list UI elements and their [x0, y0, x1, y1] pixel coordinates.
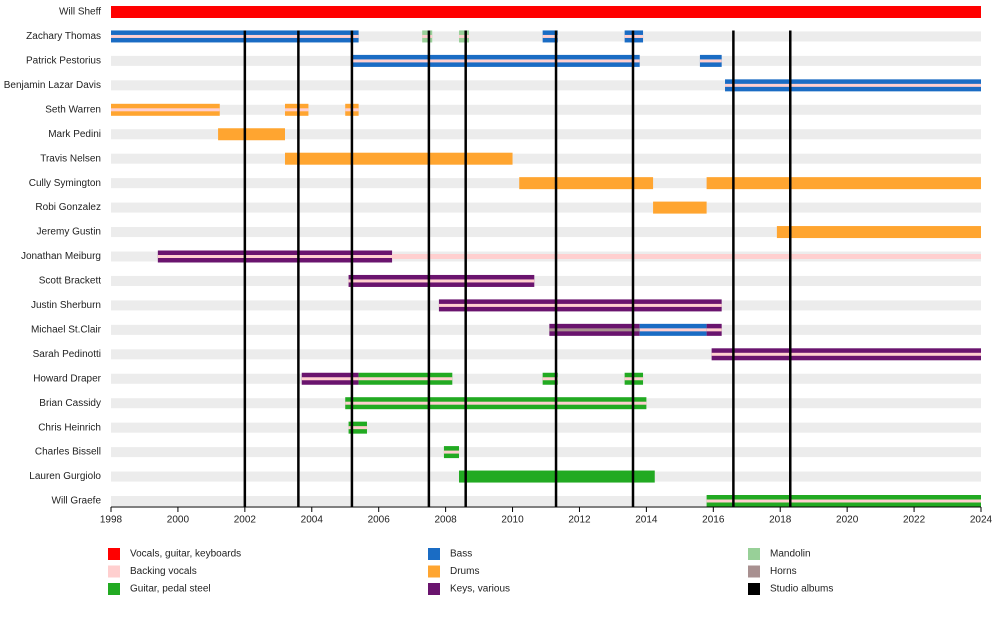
- bar-stripe: [348, 426, 367, 430]
- member-name: Robi Gonzalez: [35, 202, 101, 213]
- bar-stripe: [438, 303, 722, 307]
- member-name: Chris Heinrich: [38, 422, 101, 433]
- bar-stripe: [725, 83, 981, 87]
- row-band: [111, 202, 981, 213]
- member-name: Travis Nelsen: [40, 153, 101, 164]
- bar-stripe: [549, 328, 640, 332]
- bar-stripe: [542, 377, 558, 381]
- legend-swatch: [748, 548, 760, 560]
- bar-stripe: [711, 352, 981, 356]
- legend-label: Horns: [770, 566, 797, 577]
- member-name: Mark Pedini: [48, 129, 101, 140]
- bar-stripe: [706, 499, 981, 503]
- legend-label: Bass: [450, 549, 472, 560]
- x-tick-label: 2014: [635, 515, 658, 526]
- legend-swatch: [428, 565, 440, 578]
- x-tick-label: 2024: [970, 515, 993, 526]
- row-band: [111, 153, 981, 164]
- x-tick-label: 2004: [301, 515, 324, 526]
- member-name: Justin Sherburn: [31, 300, 101, 311]
- member-name: Zachary Thomas: [26, 31, 101, 42]
- member-name: Cully Symington: [29, 178, 101, 189]
- bar-stripe: [639, 328, 707, 332]
- member-bar: [285, 152, 513, 165]
- x-tick-label: 2020: [836, 515, 859, 526]
- legend-label: Guitar, pedal steel: [130, 584, 211, 595]
- x-tick-label: 2022: [903, 515, 926, 526]
- legend-swatch: [108, 565, 120, 578]
- member-name: Jonathan Meiburg: [21, 251, 101, 262]
- x-tick-label: 2010: [501, 515, 524, 526]
- member-bar: [519, 177, 654, 190]
- x-tick-label: 2006: [368, 515, 391, 526]
- member-name: Jeremy Gustin: [37, 227, 101, 238]
- x-tick-label: 1998: [100, 515, 123, 526]
- legend-swatch: [108, 548, 120, 560]
- x-tick-label: 2018: [769, 515, 792, 526]
- bar-stripe: [111, 108, 220, 112]
- member-name: Charles Bissell: [35, 447, 101, 458]
- x-tick-label: 2000: [167, 515, 190, 526]
- member-bar: [218, 128, 285, 141]
- legend-label: Vocals, guitar, keyboards: [130, 549, 241, 560]
- member-name: Benjamin Lazar Davis: [4, 80, 101, 91]
- member-name: Howard Draper: [33, 373, 101, 384]
- member-name: Scott Brackett: [39, 276, 101, 287]
- legend-label: Drums: [450, 566, 479, 577]
- bar-stripe: [157, 255, 393, 258]
- row-band: [111, 104, 981, 115]
- legend-swatch: [748, 565, 760, 578]
- x-tick-label: 2002: [234, 515, 257, 526]
- x-tick-label: 2008: [434, 515, 457, 526]
- member-bar: [776, 226, 981, 239]
- member-name: Brian Cassidy: [39, 398, 101, 409]
- row-band: [111, 275, 981, 286]
- legend-label: Mandolin: [770, 549, 811, 560]
- x-tick-label: 2016: [702, 515, 725, 526]
- member-name: Will Graefe: [52, 496, 102, 507]
- member-bar: [392, 254, 982, 259]
- member-bar: [111, 6, 981, 18]
- member-name: Sarah Pedinotti: [33, 349, 101, 360]
- bar-stripe: [699, 59, 722, 63]
- legend-label: Studio albums: [770, 584, 833, 595]
- bar-stripe: [459, 34, 470, 38]
- row-band: [111, 129, 981, 140]
- row-band: [111, 349, 981, 360]
- member-name: Patrick Pestorius: [26, 56, 101, 67]
- row-band: [111, 227, 981, 238]
- member-name: Lauren Gurgiolo: [29, 471, 101, 482]
- legend-swatch: [108, 583, 120, 595]
- row-band: [111, 422, 981, 433]
- bar-stripe: [358, 377, 453, 381]
- bar-stripe: [345, 401, 647, 405]
- x-tick-label: 2012: [568, 515, 591, 526]
- bar-stripe: [706, 328, 722, 332]
- legend-swatch: [428, 548, 440, 560]
- legend-label: Backing vocals: [130, 566, 197, 577]
- bar-stripe: [542, 34, 558, 38]
- bar-stripe: [351, 59, 640, 63]
- bar-stripe: [111, 34, 359, 38]
- row-band: [111, 496, 981, 506]
- legend-swatch: [428, 583, 440, 595]
- bar-stripe: [348, 279, 535, 283]
- bar-stripe: [422, 34, 433, 38]
- member-bar: [706, 177, 981, 190]
- bar-stripe: [285, 108, 309, 112]
- bar-stripe: [301, 377, 359, 381]
- legend-swatch: [748, 583, 760, 595]
- row-band: [111, 447, 981, 458]
- member-name: Seth Warren: [45, 104, 101, 115]
- legend-label: Keys, various: [450, 584, 510, 595]
- member-name: Will Sheff: [59, 7, 101, 18]
- member-name: Michael St.Clair: [31, 324, 102, 335]
- member-bar: [653, 201, 707, 214]
- row-band: [111, 80, 981, 91]
- bar-stripe: [443, 450, 459, 454]
- row-band: [111, 324, 981, 335]
